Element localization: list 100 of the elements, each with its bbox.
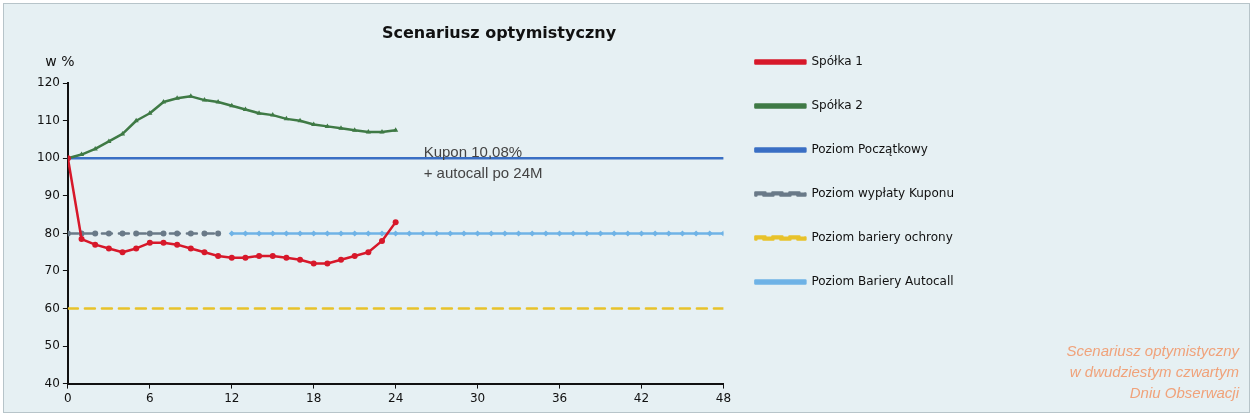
text: Scenariusz optymistyczny w dwudziestym czwartym Dniu Obserwacji [1066,341,1239,403]
point [570,230,577,237]
point [433,230,440,237]
chart-title: Scenariusz optymistyczny [381,22,617,42]
point [106,138,112,143]
legend-label: Poziom bariery ochrony [811,230,953,245]
point [146,230,153,237]
point [201,97,208,102]
point [474,230,481,237]
point [160,239,167,246]
y-tick-label: 120 [37,75,60,90]
legend-label: Poziom Bariery Autocall [811,274,954,289]
y-tick-label: 60 [44,300,60,315]
point [283,254,290,261]
point [78,236,85,243]
point [556,230,563,237]
point [379,129,385,134]
point [187,245,194,252]
point [488,230,495,237]
point [324,123,330,128]
point [624,230,631,237]
point [242,254,249,261]
point [187,230,194,237]
point [393,127,399,132]
point [105,245,112,252]
y-tick-label: 50 [44,338,60,353]
point [242,230,249,237]
point [215,252,222,259]
point [119,230,126,237]
point [201,230,208,237]
point [92,241,99,248]
x-tick-label: 12 [224,390,240,405]
point [392,219,399,226]
point [365,129,371,134]
point [665,230,672,237]
point [597,230,604,237]
point [352,127,358,132]
point [392,230,399,237]
y-tick-label: 70 [44,263,60,278]
point [310,230,317,237]
x-tick-label: 42 [633,390,650,405]
point [324,230,331,237]
point [501,230,508,237]
point [679,230,686,237]
legend-label: Poziom Początkowy [811,142,928,157]
point [133,245,140,252]
point [201,249,208,256]
point [638,230,645,237]
point [351,230,358,237]
point [529,230,536,237]
y-tick-label: 40 [44,375,60,390]
point [256,252,263,259]
x-tick-label: 36 [551,390,568,405]
point [174,95,180,100]
point [256,110,262,115]
point [147,110,153,115]
legend-label: Spółka 2 [811,98,863,113]
x-tick-label: 24 [388,390,404,405]
point [379,237,385,244]
point [174,241,181,248]
point [406,230,413,237]
point [297,256,304,263]
point [351,252,358,259]
point [365,249,372,256]
point [269,252,276,259]
point [324,260,331,267]
point [188,93,194,98]
x-tick-label: 18 [306,390,322,405]
point [583,230,590,237]
point [270,112,276,117]
legend-label: Poziom wypłaty Kuponu [811,186,954,201]
x-tick-label: 30 [469,390,486,405]
y-tick-label: 90 [44,187,60,202]
point [105,230,112,237]
point [447,230,454,237]
y-axis-title: w % [45,52,75,69]
point [228,254,235,261]
point [174,230,181,237]
point [365,230,372,237]
x-tick-label: 48 [715,390,732,405]
point [310,260,317,267]
point [706,230,713,237]
x-tick-label: 0 [64,390,72,405]
legend-label: Spółka 1 [811,54,863,69]
point [542,230,549,237]
point [611,230,618,237]
point [652,230,659,237]
x-tick-label: 6 [146,390,154,405]
annotation: Kupon 10,08% + autocall po 24M [423,142,543,181]
point [515,230,522,237]
point [338,125,344,130]
point [228,230,235,237]
y-tick-label: 100 [37,150,60,165]
point [119,249,126,256]
point [92,230,99,237]
y-tick-label: 80 [44,225,60,240]
point [269,230,276,237]
point [338,256,345,263]
y-tick-label: 110 [37,112,60,127]
point [379,230,385,237]
